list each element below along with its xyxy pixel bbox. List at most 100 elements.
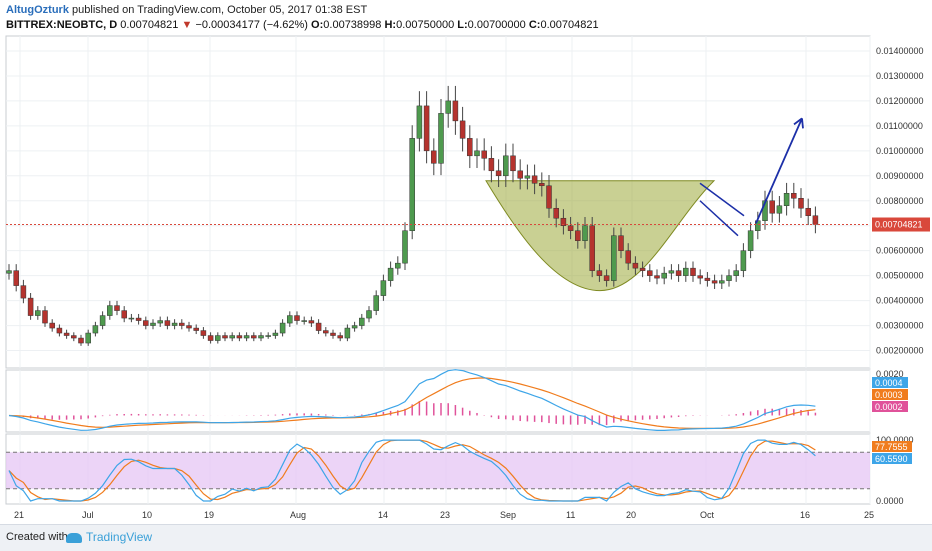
y-tick-label: 0.00300000 <box>876 321 924 331</box>
candle-body <box>553 207 559 219</box>
candle-body <box>35 310 41 316</box>
candle-body <box>243 335 250 339</box>
low-value: 0.00700000 <box>467 19 526 31</box>
cup-pattern-shape <box>485 180 716 292</box>
footer-bar: Created with TradingView <box>0 524 932 551</box>
x-tick-label: 25 <box>864 510 874 520</box>
macd-value-badge <box>872 401 908 412</box>
candle-body <box>654 275 660 279</box>
last-price-label: 0.00704821 <box>875 220 923 230</box>
candle-body <box>459 120 466 139</box>
macd-tick-label: 0.0020 <box>876 369 904 379</box>
candle-body <box>128 317 135 320</box>
candle-body <box>661 272 667 279</box>
candle-body <box>272 332 279 336</box>
candle-body <box>517 170 523 179</box>
candle-body <box>409 138 415 231</box>
candle-body <box>236 335 243 339</box>
candle-body <box>207 335 214 341</box>
panel-frame-0 <box>5 35 871 369</box>
candle-body <box>215 335 221 341</box>
candle-body <box>740 250 747 271</box>
stoch-value-label: 77.7555 <box>875 442 908 452</box>
macd-value-badge <box>872 389 908 400</box>
candle-body <box>222 335 228 339</box>
candle-body <box>438 113 444 164</box>
candle-body <box>330 332 336 336</box>
candle-body <box>402 230 408 264</box>
candle-body <box>78 337 84 344</box>
candle-body <box>488 158 495 172</box>
stoch-value-badge <box>872 453 912 464</box>
candle-body <box>791 193 797 199</box>
candle-body <box>747 230 754 251</box>
close-value: 0.00704821 <box>540 19 599 31</box>
candle-body <box>596 270 603 276</box>
candle-body <box>467 138 473 157</box>
candle-body <box>380 280 387 296</box>
tradingview-brand-label: TradingView <box>86 530 153 544</box>
candle-body <box>647 270 653 276</box>
macd-line <box>8 369 816 431</box>
macd-value-label: 0.0002 <box>875 402 903 412</box>
candle-body <box>481 150 487 159</box>
candle-body <box>632 262 639 269</box>
price-chart-svg[interactable]: 0.01400000 0.01300000 0.01200000 0.01100000… <box>0 34 932 524</box>
candle-body <box>279 322 286 334</box>
x-tick-label: Sep <box>500 510 516 520</box>
last-price-badge <box>872 217 930 232</box>
candle-body <box>395 262 401 269</box>
x-tick-label: Aug <box>290 510 306 520</box>
candle-body <box>85 332 91 344</box>
candle-body <box>294 315 300 321</box>
candle-body <box>49 322 55 329</box>
candle-body <box>668 270 675 274</box>
high-label: H: <box>384 19 397 31</box>
candle-body <box>251 335 257 339</box>
y-tick-label: 0.00200000 <box>876 346 924 356</box>
candle-body <box>798 198 804 209</box>
y-tick-label: 0.00800000 <box>876 196 924 206</box>
candle-body <box>589 225 595 271</box>
candle-body <box>510 155 516 172</box>
publish-info: published on TradingView.com, October 05… <box>72 4 368 16</box>
macd-value-label: 0.0003 <box>875 390 903 400</box>
candle-body <box>20 285 27 299</box>
candle-body <box>495 170 502 177</box>
candle-body <box>135 317 142 321</box>
y-tick-label: 0.01000000 <box>876 146 924 156</box>
x-tick-label: Oct <box>700 510 715 520</box>
candle-body <box>711 280 718 284</box>
candle-body <box>546 185 552 209</box>
candle-body <box>315 322 322 331</box>
change-arrow-icon: ▼ <box>181 19 193 31</box>
created-with-label: Created with <box>6 531 68 543</box>
candle-body <box>719 280 725 284</box>
candle-body <box>42 310 48 324</box>
candle-body <box>337 335 343 339</box>
author-link[interactable]: AltugOzturk <box>6 4 69 16</box>
candle-body <box>726 275 732 281</box>
candle-body <box>287 315 293 324</box>
candle-body <box>603 275 610 281</box>
y-tick-label: 0.00600000 <box>876 246 924 256</box>
stoch-tick-label: 0.0000 <box>876 496 904 506</box>
macd-signal-line <box>8 377 816 429</box>
candle-body <box>344 327 351 339</box>
stoch-band <box>6 452 870 489</box>
x-tick-label: 10 <box>142 510 152 520</box>
publish-line: AltugOzturk published on TradingView.com… <box>6 4 367 16</box>
chart-area[interactable]: 0.01400000 0.01300000 0.01200000 0.01100000… <box>0 34 932 524</box>
symbol-name: BITTREX:NEOBTC, D <box>6 19 118 31</box>
tradingview-brand[interactable]: TradingView <box>66 530 152 544</box>
stoch-k-line <box>8 439 816 502</box>
candle-body <box>229 335 235 339</box>
y-tick-label: 0.01200000 <box>876 96 924 106</box>
candle-body <box>733 270 739 276</box>
candle-body <box>445 100 451 114</box>
candle-body <box>301 320 307 322</box>
candle-body <box>323 330 329 334</box>
candle-body <box>171 322 178 326</box>
candle-body <box>6 270 12 274</box>
candle-body <box>359 317 365 326</box>
